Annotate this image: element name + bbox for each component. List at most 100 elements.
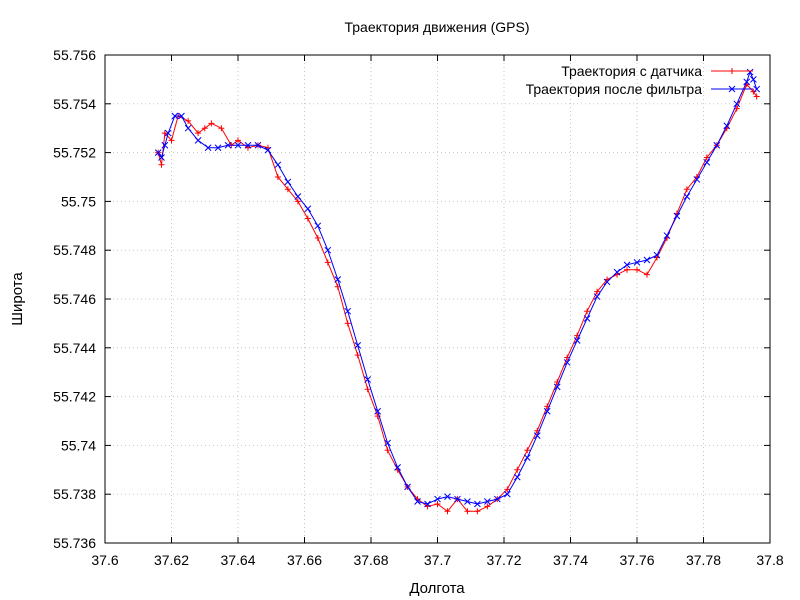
- data-point-filtered: [404, 483, 411, 491]
- data-point-filtered: [553, 383, 561, 391]
- data-point-sensor: [643, 271, 650, 278]
- data-point-sensor: [324, 259, 331, 266]
- data-point-sensor: [504, 486, 511, 493]
- data-point-filtered: [633, 259, 641, 266]
- data-point-filtered: [344, 307, 352, 315]
- data-point-filtered: [683, 193, 691, 200]
- data-point-filtered: [284, 178, 292, 186]
- data-point-sensor: [524, 447, 531, 454]
- data-point-sensor: [185, 117, 192, 124]
- y-tick-label: 55.754: [53, 96, 96, 112]
- data-point-filtered: [154, 149, 162, 156]
- data-point-filtered: [334, 276, 342, 283]
- data-point-filtered: [743, 78, 751, 86]
- series-filtered: [154, 68, 761, 508]
- x-tick-label: 37.74: [553, 552, 588, 568]
- data-point-filtered: [746, 68, 754, 76]
- data-point-filtered: [161, 141, 169, 149]
- data-point-sensor: [344, 320, 351, 327]
- x-tick-label: 37.64: [220, 552, 255, 568]
- series-line-filtered: [157, 70, 758, 505]
- data-point-filtered: [394, 464, 401, 471]
- data-point-sensor: [201, 125, 208, 132]
- y-axis-title: Широта: [9, 272, 26, 326]
- data-point-filtered: [663, 232, 671, 239]
- y-tick-label: 55.752: [53, 145, 96, 161]
- data-point-filtered: [254, 141, 262, 149]
- data-point-filtered: [503, 490, 511, 498]
- x-tick-label: 37.76: [619, 552, 654, 568]
- data-point-filtered: [603, 278, 611, 286]
- data-point-sensor: [304, 215, 311, 222]
- data-point-sensor: [514, 466, 521, 473]
- data-point-sensor: [634, 266, 640, 273]
- data-point-filtered: [723, 122, 731, 130]
- legend-marker-filtered: [728, 85, 736, 93]
- data-point-filtered: [214, 144, 222, 152]
- data-point-sensor: [434, 500, 441, 507]
- y-tick-label: 55.736: [53, 535, 96, 551]
- data-point-sensor: [753, 93, 760, 100]
- data-point-filtered: [454, 495, 461, 503]
- data-point-sensor: [274, 174, 281, 180]
- data-point-filtered: [171, 112, 179, 120]
- data-point-sensor: [750, 88, 757, 95]
- data-point-filtered: [324, 246, 332, 254]
- data-point-filtered: [158, 154, 165, 161]
- x-tick-label: 37.6: [91, 552, 118, 568]
- data-point-sensor: [161, 130, 168, 137]
- data-point-sensor: [464, 508, 471, 515]
- y-tick-label: 55.74: [61, 437, 96, 453]
- y-tick-label: 55.742: [53, 389, 96, 405]
- data-point-filtered: [374, 407, 382, 415]
- data-point-filtered: [184, 124, 192, 132]
- data-point-filtered: [703, 159, 711, 166]
- data-point-sensor: [484, 503, 491, 510]
- data-point-filtered: [304, 205, 312, 213]
- data-point-filtered: [434, 495, 441, 503]
- data-point-filtered: [274, 161, 282, 169]
- series-sensor: [155, 81, 760, 515]
- data-point-filtered: [623, 261, 631, 269]
- x-tick-label: 37.7: [424, 552, 451, 568]
- data-point-filtered: [593, 293, 601, 300]
- axis-ticks: 37.6 37.62 37.64 37.66 37.68 37.7 37.72 37.74 37…: [53, 47, 784, 568]
- data-point-sensor: [158, 161, 165, 168]
- data-point-filtered: [414, 498, 421, 505]
- x-tick-label: 37.78: [686, 552, 721, 568]
- data-point-sensor: [444, 508, 451, 515]
- data-point-filtered: [464, 498, 471, 505]
- y-tick-label: 55.738: [53, 486, 96, 502]
- grid-lines: [105, 55, 770, 543]
- data-point-filtered: [224, 141, 232, 149]
- y-tick-label: 55.744: [53, 340, 96, 356]
- y-tick-label: 55.756: [53, 47, 96, 63]
- data-point-filtered: [693, 176, 701, 183]
- data-point-filtered: [444, 493, 451, 500]
- data-point-filtered: [733, 100, 741, 108]
- data-point-sensor: [314, 235, 321, 241]
- data-point-sensor: [364, 386, 371, 393]
- x-tick-label: 37.72: [486, 552, 521, 568]
- data-point-filtered: [533, 432, 541, 439]
- data-point-sensor: [703, 154, 710, 161]
- data-point-filtered: [563, 359, 571, 366]
- data-point-filtered: [424, 500, 431, 508]
- legend-marker-sensor: [729, 68, 735, 74]
- data-point-filtered: [493, 495, 501, 503]
- data-point-filtered: [713, 141, 721, 149]
- legend-label-sensor: Траектория с датчика: [561, 63, 702, 79]
- legend: Траектория с датчика Траектория после фи…: [526, 63, 753, 97]
- data-point-filtered: [294, 193, 302, 200]
- data-point-filtered: [583, 315, 591, 322]
- y-tick-label: 55.748: [53, 242, 96, 258]
- data-point-filtered: [643, 256, 651, 264]
- data-point-filtered: [653, 251, 661, 259]
- data-point-sensor: [218, 125, 225, 132]
- series-layer: [154, 68, 761, 515]
- x-tick-label: 37.66: [287, 552, 322, 568]
- chart-title: Траектория движения (GPS): [344, 19, 529, 35]
- y-tick-label: 55.746: [53, 291, 96, 307]
- data-point-filtered: [484, 498, 491, 505]
